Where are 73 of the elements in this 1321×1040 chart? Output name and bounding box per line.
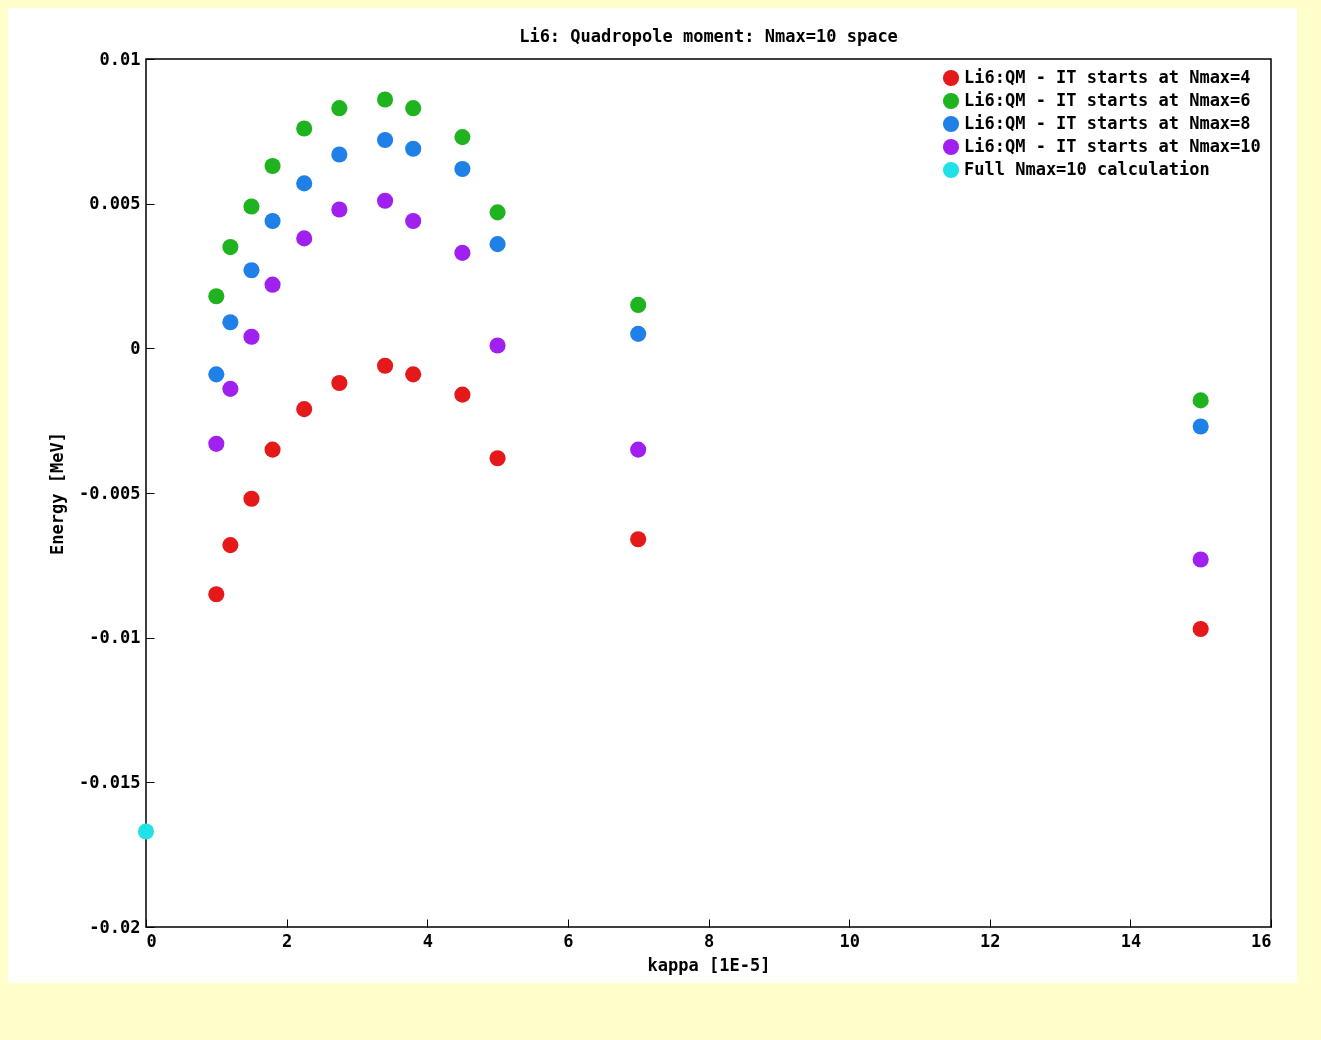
point <box>489 204 506 221</box>
point <box>222 314 239 331</box>
x-tick-label: 16 <box>1251 930 1272 951</box>
point <box>489 236 506 253</box>
x-tick-label: 0 <box>146 930 157 951</box>
point <box>296 230 313 247</box>
point <box>630 325 647 342</box>
point <box>264 212 281 230</box>
x-tick-label: 2 <box>282 930 293 951</box>
point <box>377 131 394 149</box>
point <box>243 262 260 279</box>
point <box>489 450 506 467</box>
x-tick-label: 12 <box>980 930 1001 951</box>
point <box>222 380 239 397</box>
point <box>296 401 313 418</box>
x-axis-title: kappa [1E-5] <box>647 954 771 975</box>
point <box>630 531 647 548</box>
point <box>630 296 647 313</box>
point <box>331 201 348 218</box>
point <box>331 146 348 163</box>
y-tick-label: 0.01 <box>99 48 141 69</box>
point <box>489 337 506 354</box>
legend-label: Li6:QM - IT starts at Nmax=8 <box>964 113 1251 133</box>
point <box>208 366 225 383</box>
x-tick-label: 6 <box>563 930 574 951</box>
point <box>264 441 281 458</box>
point <box>264 158 281 175</box>
legend-label: Full Nmax=10 calculation <box>964 159 1210 179</box>
point <box>377 91 394 108</box>
x-tick-label: 8 <box>703 930 715 951</box>
point <box>222 537 239 554</box>
point <box>454 129 471 146</box>
chart-title: Li6: Quadropole moment: Nmax=10 space <box>519 26 898 46</box>
point <box>296 120 313 137</box>
point <box>331 375 348 392</box>
point <box>454 160 471 177</box>
point <box>243 328 260 345</box>
point <box>1192 418 1209 435</box>
x-tick-label: 14 <box>1120 930 1142 951</box>
point <box>243 490 260 507</box>
point <box>405 366 422 383</box>
point <box>137 823 155 840</box>
y-tick-label: -0.015 <box>79 771 141 792</box>
point <box>208 586 225 603</box>
point <box>454 386 471 403</box>
y-axis-title: Energy [MeV] <box>47 432 68 555</box>
point <box>405 212 422 230</box>
point <box>331 100 348 117</box>
point <box>243 198 260 215</box>
point <box>405 100 422 117</box>
point <box>454 244 471 261</box>
y-tick-label: -0.005 <box>79 482 141 503</box>
point <box>377 357 394 374</box>
point <box>264 276 281 293</box>
y-tick-label: 0 <box>130 337 141 358</box>
x-tick-label: 10 <box>839 930 860 951</box>
point <box>1192 392 1209 409</box>
y-tick-label: -0.01 <box>89 627 141 648</box>
y-tick-label: 0.005 <box>89 193 141 214</box>
point <box>405 140 422 157</box>
point <box>208 435 225 452</box>
point <box>296 175 313 192</box>
x-tick-label: 4 <box>422 930 433 951</box>
legend-label: Li6:QM - IT starts at Nmax=4 <box>964 67 1251 87</box>
point <box>208 288 225 305</box>
point <box>630 441 647 458</box>
point <box>222 239 239 256</box>
point <box>377 192 394 209</box>
y-tick-label: -0.02 <box>89 916 141 937</box>
legend-label: Li6:QM - IT starts at Nmax=6 <box>964 90 1251 110</box>
legend-label: Li6:QM - IT starts at Nmax=10 <box>964 136 1261 156</box>
point <box>1192 620 1209 638</box>
point <box>1192 551 1209 568</box>
